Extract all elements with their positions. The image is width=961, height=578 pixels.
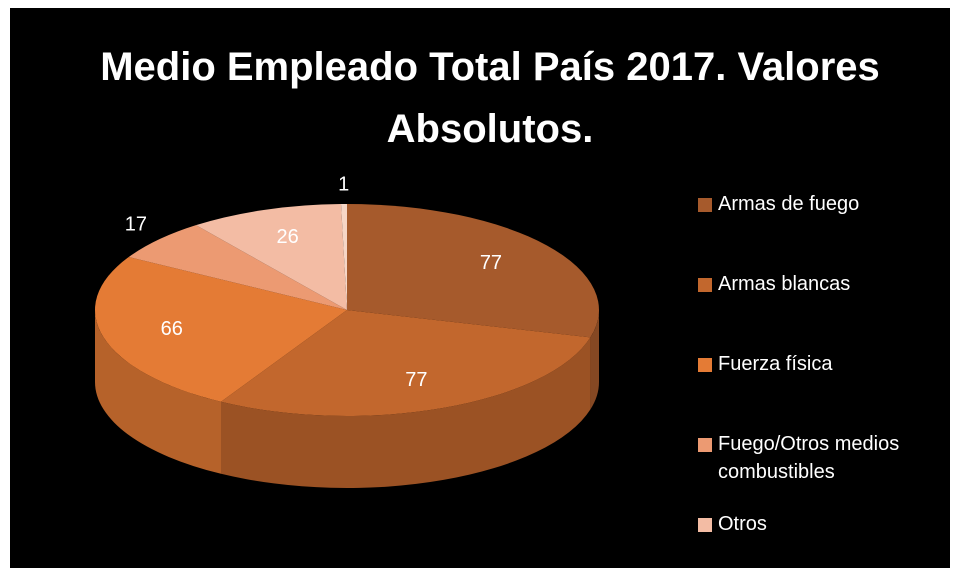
legend: Armas de fuego Armas blancas Fuerza física…	[698, 190, 943, 568]
data-label: 66	[161, 318, 183, 340]
chart: Medio Empleado Total País 2017. Valores …	[10, 8, 950, 568]
legend-swatch	[698, 198, 712, 212]
legend-label: Fuerza física	[718, 353, 833, 375]
slice-top	[221, 310, 591, 417]
legend-swatch	[698, 518, 712, 532]
legend-item: Fuerza física	[698, 350, 943, 430]
pie-area: 77 77 66 17 26 1	[95, 174, 600, 489]
slice-side	[95, 310, 221, 474]
data-label: 26	[277, 226, 299, 248]
legend-label: Otros	[718, 513, 767, 535]
data-label: 1	[338, 174, 349, 196]
legend-item: Otros	[698, 510, 943, 568]
data-label: 77	[480, 252, 502, 274]
slice	[347, 204, 600, 410]
data-label: 17	[125, 213, 147, 235]
legend-item: Fuego/Otros medios combustibles	[698, 430, 943, 510]
slice-top	[128, 225, 347, 310]
legend-swatch	[698, 438, 712, 452]
chart-title: Medio Empleado Total País 2017. Valores …	[100, 45, 880, 151]
slice-top	[347, 204, 600, 338]
legend-label: Armas blancas	[718, 273, 851, 295]
legend-item: Armas de fuego	[698, 190, 943, 270]
slice	[128, 225, 347, 310]
slice-top	[95, 257, 348, 402]
slice	[341, 204, 347, 310]
slice-top	[195, 204, 347, 310]
slice-side	[590, 310, 599, 410]
slice	[95, 257, 348, 474]
data-label: 77	[405, 369, 427, 391]
legend-item: Armas blancas	[698, 270, 943, 350]
legend-label: Armas de fuego	[718, 193, 860, 215]
slice-top	[341, 204, 347, 310]
legend-swatch	[698, 358, 712, 372]
legend-label: Fuego/Otros medios combustibles	[718, 433, 900, 483]
slice	[221, 310, 591, 489]
slice	[195, 204, 347, 310]
legend-swatch	[698, 278, 712, 292]
slice-side	[221, 337, 591, 489]
